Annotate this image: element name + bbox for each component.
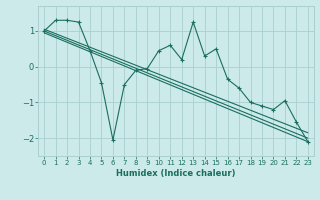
X-axis label: Humidex (Indice chaleur): Humidex (Indice chaleur): [116, 169, 236, 178]
